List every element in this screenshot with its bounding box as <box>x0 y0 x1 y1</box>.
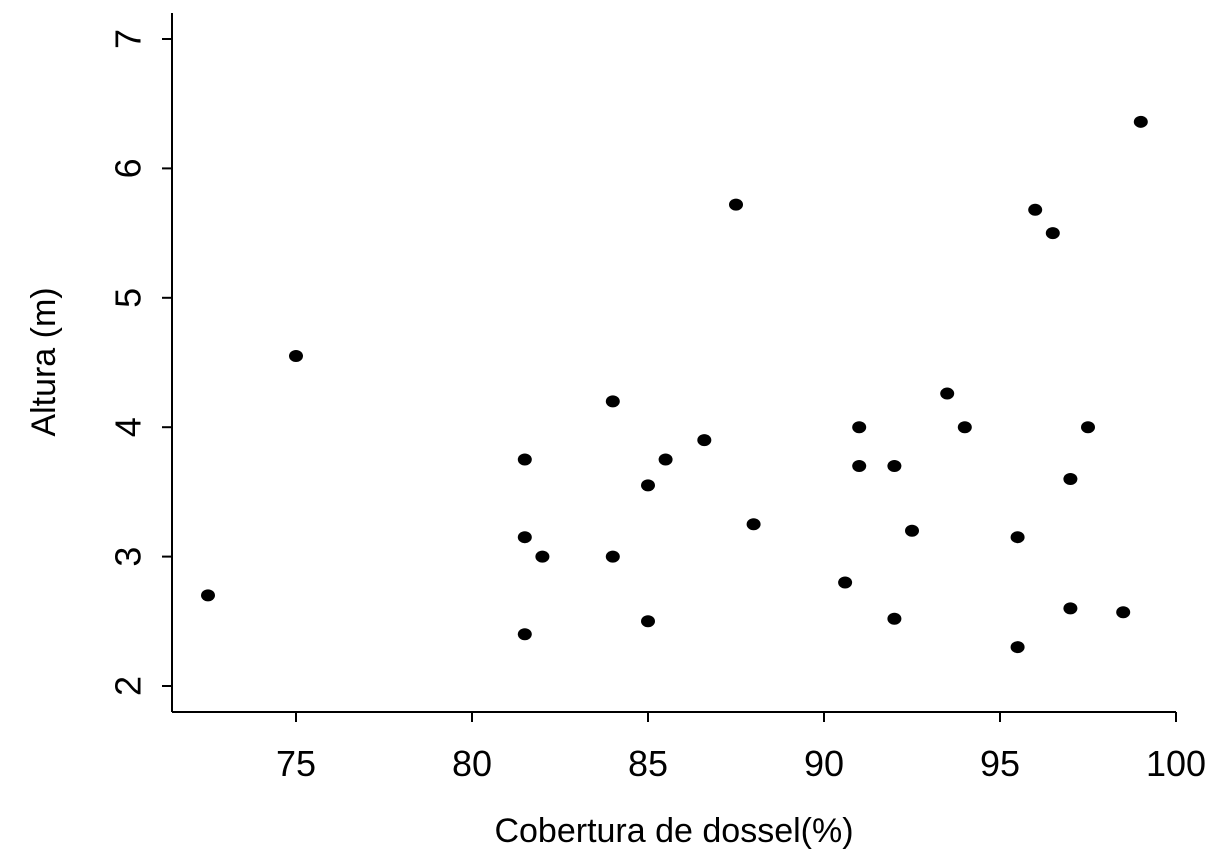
data-point <box>1063 472 1078 485</box>
data-point <box>1045 227 1060 240</box>
data-point <box>1063 602 1078 615</box>
x-tick-label: 90 <box>804 743 844 784</box>
data-point <box>887 460 902 473</box>
data-point <box>1081 421 1095 434</box>
data-point <box>517 531 532 544</box>
data-point <box>201 589 215 602</box>
data-point <box>729 198 743 211</box>
axes <box>171 13 1176 713</box>
data-point <box>887 612 902 625</box>
y-tick-label: 6 <box>108 158 149 178</box>
y-axis-label: Altura (m) <box>25 287 63 436</box>
data-point <box>517 453 532 466</box>
data-point <box>838 576 853 589</box>
data-point <box>535 550 550 563</box>
data-point <box>605 550 620 563</box>
x-tick-label: 95 <box>980 743 1020 784</box>
y-tick-label: 3 <box>108 547 149 567</box>
y-tick-label: 4 <box>108 417 149 437</box>
data-points <box>201 115 1148 654</box>
data-point <box>1010 641 1025 654</box>
data-point <box>605 395 620 408</box>
y-tick-label: 2 <box>108 676 149 696</box>
data-point <box>1028 203 1043 216</box>
x-tick-label: 75 <box>276 743 316 784</box>
data-point <box>641 615 655 628</box>
data-point <box>1010 531 1025 544</box>
data-point <box>517 628 532 641</box>
data-point <box>852 460 867 473</box>
y-tick-label: 5 <box>108 288 149 308</box>
x-axis-label: Cobertura de dossel(%) <box>494 812 853 850</box>
x-tick-label: 80 <box>452 743 492 784</box>
data-point <box>940 387 955 400</box>
x-tick-label: 100 <box>1146 743 1206 784</box>
data-point <box>1133 115 1148 128</box>
x-axis-ticks: 75 80 85 90 95 100 <box>276 712 1206 784</box>
data-point <box>746 518 761 531</box>
data-point <box>905 524 919 537</box>
data-point <box>658 453 673 466</box>
data-point <box>697 434 712 447</box>
data-point <box>957 421 972 434</box>
data-point <box>641 479 655 492</box>
data-point <box>1116 606 1131 619</box>
data-point <box>852 421 867 434</box>
x-tick-label: 85 <box>628 743 668 784</box>
data-point <box>289 350 303 363</box>
y-tick-label: 7 <box>108 29 149 49</box>
y-axis-ticks: 2 3 4 5 6 7 <box>108 29 172 696</box>
